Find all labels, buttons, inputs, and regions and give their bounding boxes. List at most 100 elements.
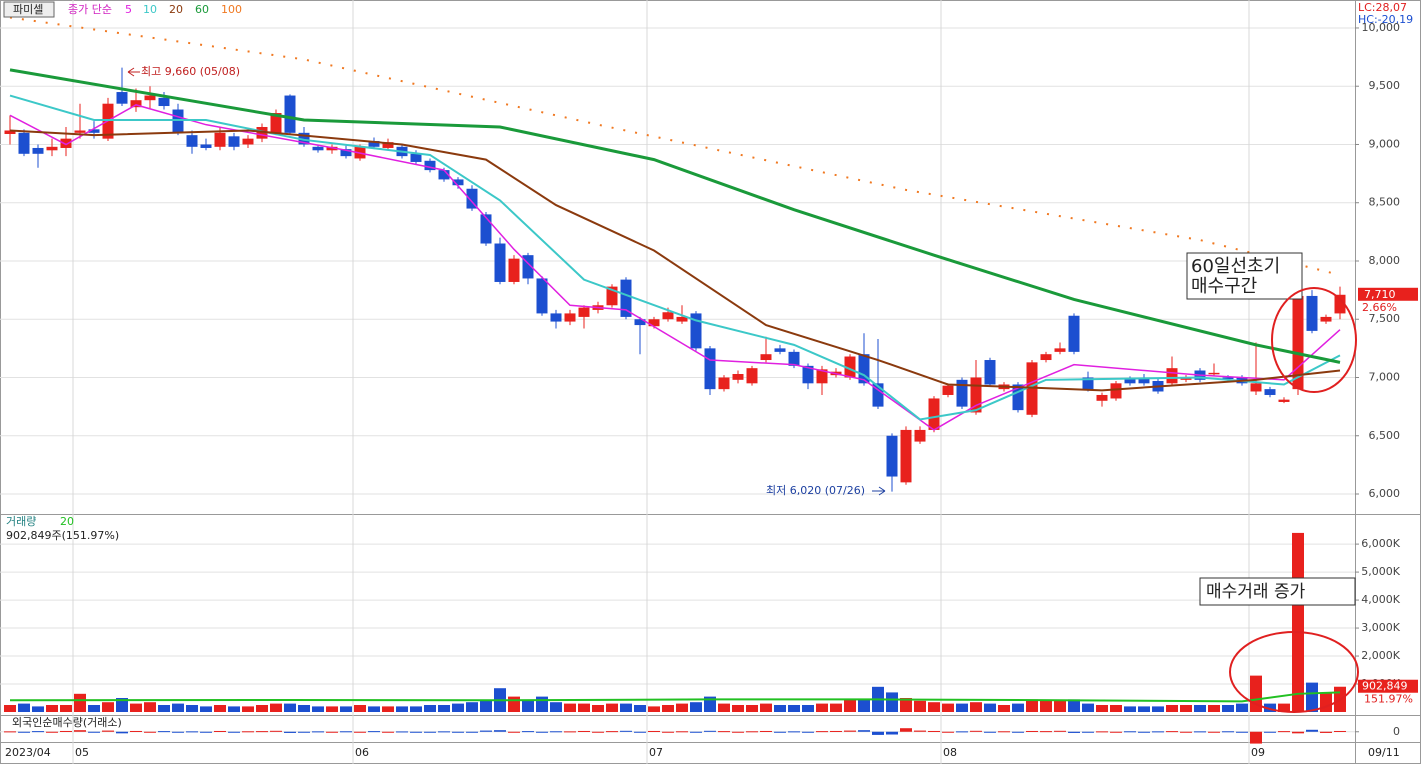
bar [1292, 731, 1304, 734]
candle-body [480, 214, 492, 244]
candle-body [1334, 294, 1346, 314]
candle-body [844, 356, 856, 378]
candle-body [676, 316, 688, 322]
foreign-title: 외국인순매수량(거래소) [12, 716, 122, 729]
candle-body [704, 348, 716, 390]
bar [578, 703, 590, 712]
y-tick-label: 6,500 [1369, 429, 1401, 442]
legend-entry: 5 [125, 3, 132, 16]
bar [606, 703, 618, 712]
bar [620, 730, 632, 732]
candle-body [1306, 295, 1318, 331]
bar [900, 728, 912, 732]
bar [578, 730, 590, 732]
legend-entry: 10 [143, 3, 157, 16]
bar [1138, 731, 1150, 733]
bar [914, 700, 926, 712]
candle-body [578, 307, 590, 317]
low-annotation: 최저 6,020 (07/26) [766, 484, 865, 497]
bar [984, 731, 996, 733]
x-tick-label: 09 [1251, 746, 1265, 759]
bar [886, 731, 898, 735]
candle-body [508, 258, 520, 282]
bar [270, 703, 282, 712]
bar [662, 705, 674, 712]
legend-entry: 60 [195, 3, 209, 16]
candle-body [1292, 295, 1304, 390]
bar [732, 731, 744, 733]
y-tick-label: 0 [1393, 725, 1400, 738]
y-tick-label: 6,000K [1361, 537, 1400, 550]
bar [634, 731, 646, 733]
y-tick-label: 7,500 [1369, 312, 1401, 325]
bar [46, 731, 58, 733]
bar [1180, 731, 1192, 733]
bar [746, 705, 758, 712]
bar [998, 731, 1010, 733]
bar [326, 706, 338, 712]
bar [1292, 532, 1304, 712]
bar [1026, 699, 1038, 712]
bar [690, 731, 702, 733]
bar [18, 731, 30, 733]
candle-body [186, 135, 198, 147]
bar [942, 731, 954, 733]
bar [340, 706, 352, 712]
note: 매수구간 [1191, 276, 1257, 297]
volume-label-box [1358, 679, 1418, 693]
candle-body [606, 286, 618, 306]
bar [550, 731, 562, 733]
x-tick-label: 07 [649, 746, 663, 759]
ma-line [9, 104, 1341, 431]
bar [648, 706, 660, 712]
bar [1306, 729, 1318, 732]
bar [60, 730, 72, 732]
bar [396, 731, 408, 733]
symbol-box[interactable] [3, 1, 55, 18]
bar [1306, 682, 1318, 712]
bar [802, 731, 814, 733]
candle-body [648, 319, 660, 327]
bar [1278, 703, 1290, 712]
candle-body [494, 243, 506, 282]
change-label: 2.66% [1362, 301, 1397, 314]
bar [746, 731, 758, 733]
bar [718, 703, 730, 712]
bar [844, 730, 856, 732]
bar [858, 699, 870, 712]
bar [46, 705, 58, 712]
bar [242, 731, 254, 733]
bar [676, 703, 688, 712]
candle-body [746, 368, 758, 384]
candle-body [74, 130, 86, 133]
bar [1264, 731, 1276, 733]
candle-body [438, 170, 450, 180]
candle-body [760, 354, 772, 361]
bar [494, 730, 506, 732]
bar [312, 706, 324, 712]
bar [354, 731, 366, 733]
volume-summary: 902,849주(151.97%) [6, 529, 119, 542]
x-tick-label: 08 [943, 746, 957, 759]
bar [382, 731, 394, 733]
note: 60일선초기 [1191, 256, 1280, 277]
candle-body [1208, 372, 1220, 375]
bar [704, 696, 716, 712]
legend-entry: 20 [169, 3, 183, 16]
candle-body [130, 100, 142, 108]
bar [970, 702, 982, 712]
bar [144, 731, 156, 733]
bar [186, 705, 198, 712]
bar [1096, 705, 1108, 712]
y-tick-label: 4,000K [1361, 593, 1400, 606]
bar [172, 731, 184, 733]
bar [186, 731, 198, 733]
candle-body [956, 379, 968, 407]
y-tick-label: 7,000 [1369, 370, 1401, 383]
bar [438, 705, 450, 712]
hc: HC:-20,19 [1358, 13, 1413, 26]
bar [116, 698, 128, 712]
marks [4, 16, 1346, 744]
bar [480, 700, 492, 712]
candle-body [1082, 377, 1094, 390]
